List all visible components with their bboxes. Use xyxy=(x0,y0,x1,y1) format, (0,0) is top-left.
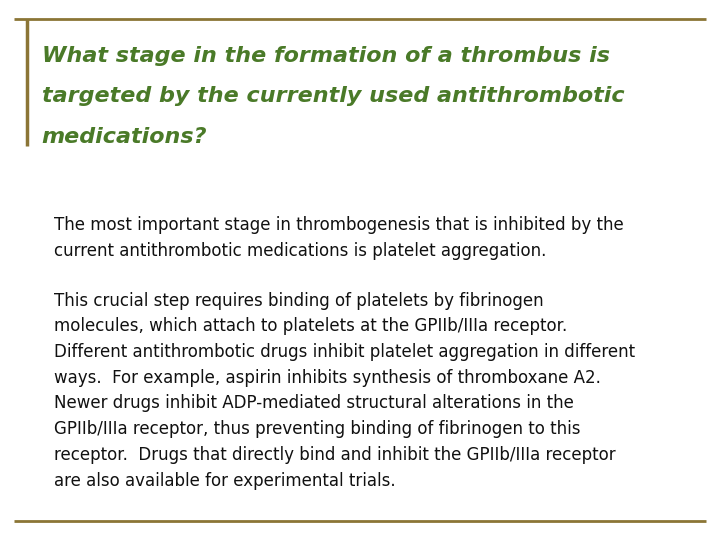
Text: targeted by the currently used antithrombotic: targeted by the currently used antithrom… xyxy=(42,86,624,106)
Text: What stage in the formation of a thrombus is: What stage in the formation of a thrombu… xyxy=(42,46,610,66)
Text: The most important stage in thrombogenesis that is inhibited by the
current anti: The most important stage in thrombogenes… xyxy=(54,216,624,260)
Text: This crucial step requires binding of platelets by fibrinogen
molecules, which a: This crucial step requires binding of pl… xyxy=(54,292,635,489)
Text: medications?: medications? xyxy=(42,127,207,147)
